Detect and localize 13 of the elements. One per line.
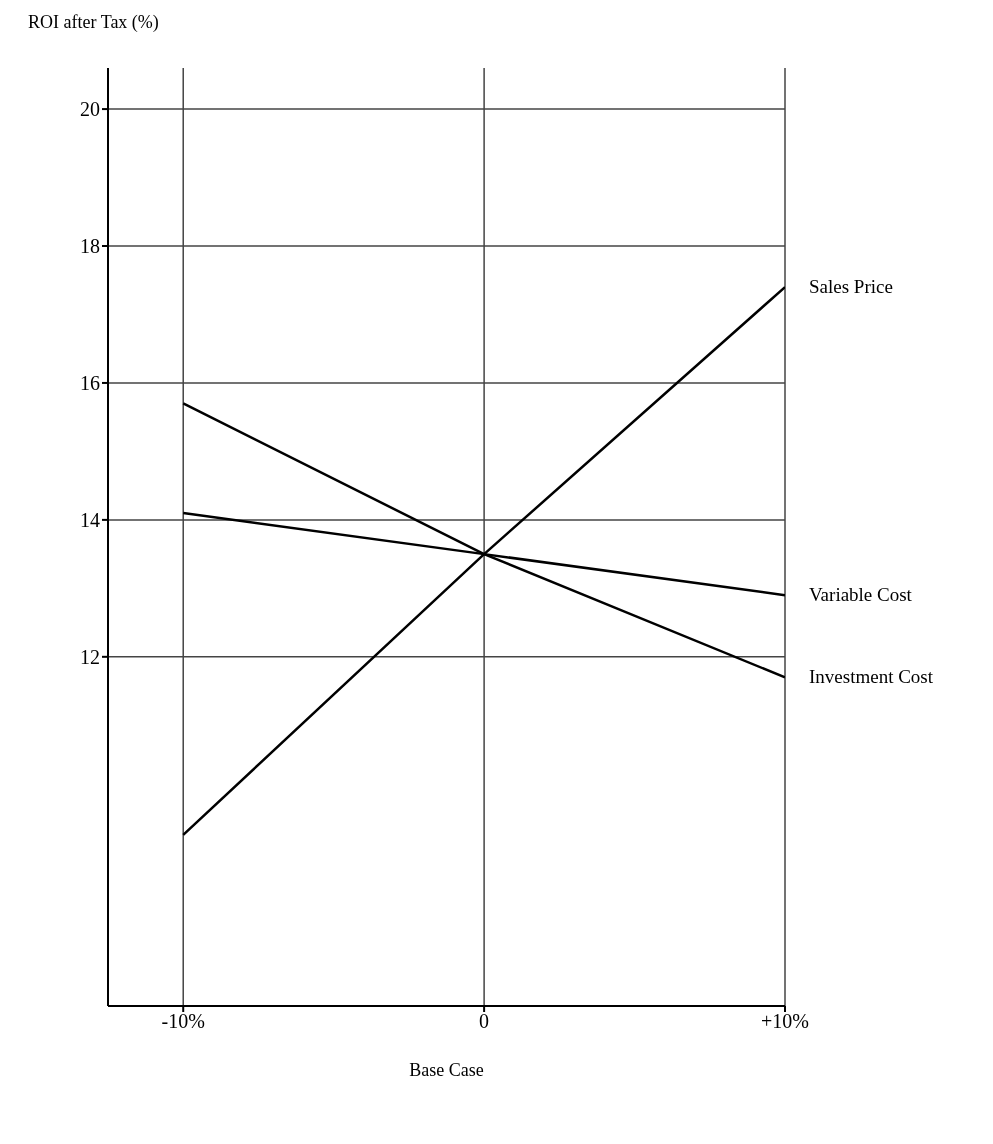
x-tick-label: 0 bbox=[479, 1010, 490, 1033]
series-label: Variable Cost bbox=[809, 584, 913, 606]
x-axis-title: Base Case bbox=[409, 1060, 484, 1080]
x-tick-label: -10% bbox=[161, 1010, 205, 1033]
y-axis-title: ROI after Tax (%) bbox=[28, 12, 159, 33]
y-tick-label: 12 bbox=[80, 645, 100, 668]
y-tick-label: 14 bbox=[80, 508, 100, 531]
y-tick-label: 20 bbox=[80, 98, 100, 121]
series-label: Investment Cost bbox=[809, 666, 934, 688]
series-label: Sales Price bbox=[809, 276, 893, 298]
y-tick-label: 18 bbox=[80, 235, 100, 258]
y-tick-label: 16 bbox=[80, 372, 100, 395]
x-tick-label: +10% bbox=[761, 1010, 809, 1033]
